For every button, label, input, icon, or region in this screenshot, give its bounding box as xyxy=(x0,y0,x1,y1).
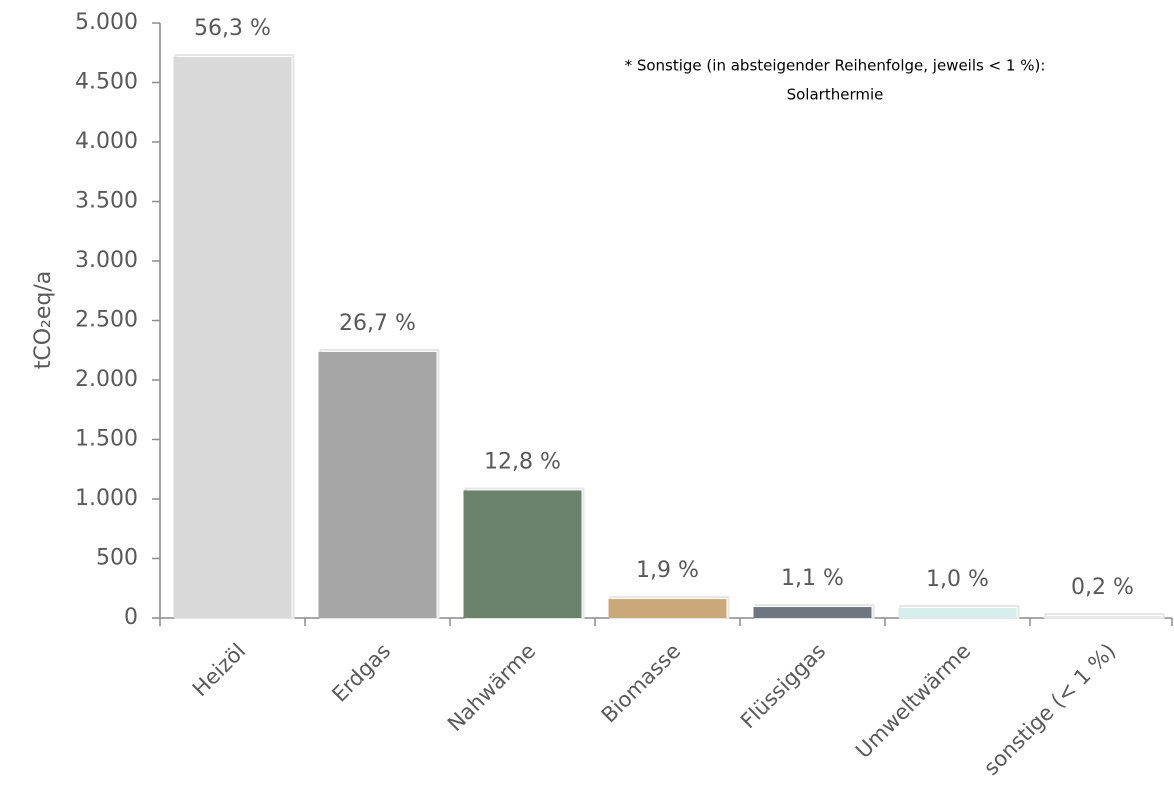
x-tick-label: Flüssiggas xyxy=(736,639,830,733)
annotation: Solarthermie xyxy=(787,86,884,104)
y-tick-label: 2.500 xyxy=(75,308,138,333)
y-tick-label: 2.000 xyxy=(75,367,138,392)
x-tick-label: Erdgas xyxy=(327,639,395,707)
y-tick-label: 3.000 xyxy=(75,248,138,273)
x-tick-label: Heizöl xyxy=(188,639,250,701)
data-label: 1,0 % xyxy=(926,567,989,592)
y-tick-label: 0 xyxy=(124,605,138,630)
bar xyxy=(898,608,1017,618)
bar xyxy=(753,607,872,618)
x-tick-label: Nahwärme xyxy=(443,639,540,736)
data-label: 0,2 % xyxy=(1071,575,1134,600)
y-tick-label: 3.500 xyxy=(75,189,138,214)
bar xyxy=(318,351,437,618)
y-tick-label: 500 xyxy=(96,546,138,571)
annotation: * Sonstige (in absteigender Reihenfolge,… xyxy=(625,57,1046,75)
bar xyxy=(173,57,292,619)
bar xyxy=(463,490,582,618)
x-tick-label: Biomasse xyxy=(597,639,686,728)
y-tick-label: 1.000 xyxy=(75,486,138,511)
y-tick-label: 1.500 xyxy=(75,427,138,452)
x-tick-label: Umweltwärme xyxy=(851,639,975,763)
y-tick-label: 4.500 xyxy=(75,70,138,95)
data-label: 56,3 % xyxy=(194,16,271,41)
bar xyxy=(1043,615,1162,618)
data-label: 1,1 % xyxy=(781,566,844,591)
data-label: 26,7 % xyxy=(339,311,416,336)
data-label: 12,8 % xyxy=(484,449,561,474)
y-axis-label: tCO₂eq/a xyxy=(31,271,56,370)
data-label: 1,9 % xyxy=(636,558,699,583)
y-tick-label: 4.000 xyxy=(75,129,138,154)
y-tick-label: 5.000 xyxy=(75,10,138,35)
x-tick-label: sonstige (< 1 %) xyxy=(979,639,1120,780)
bar xyxy=(608,599,727,618)
